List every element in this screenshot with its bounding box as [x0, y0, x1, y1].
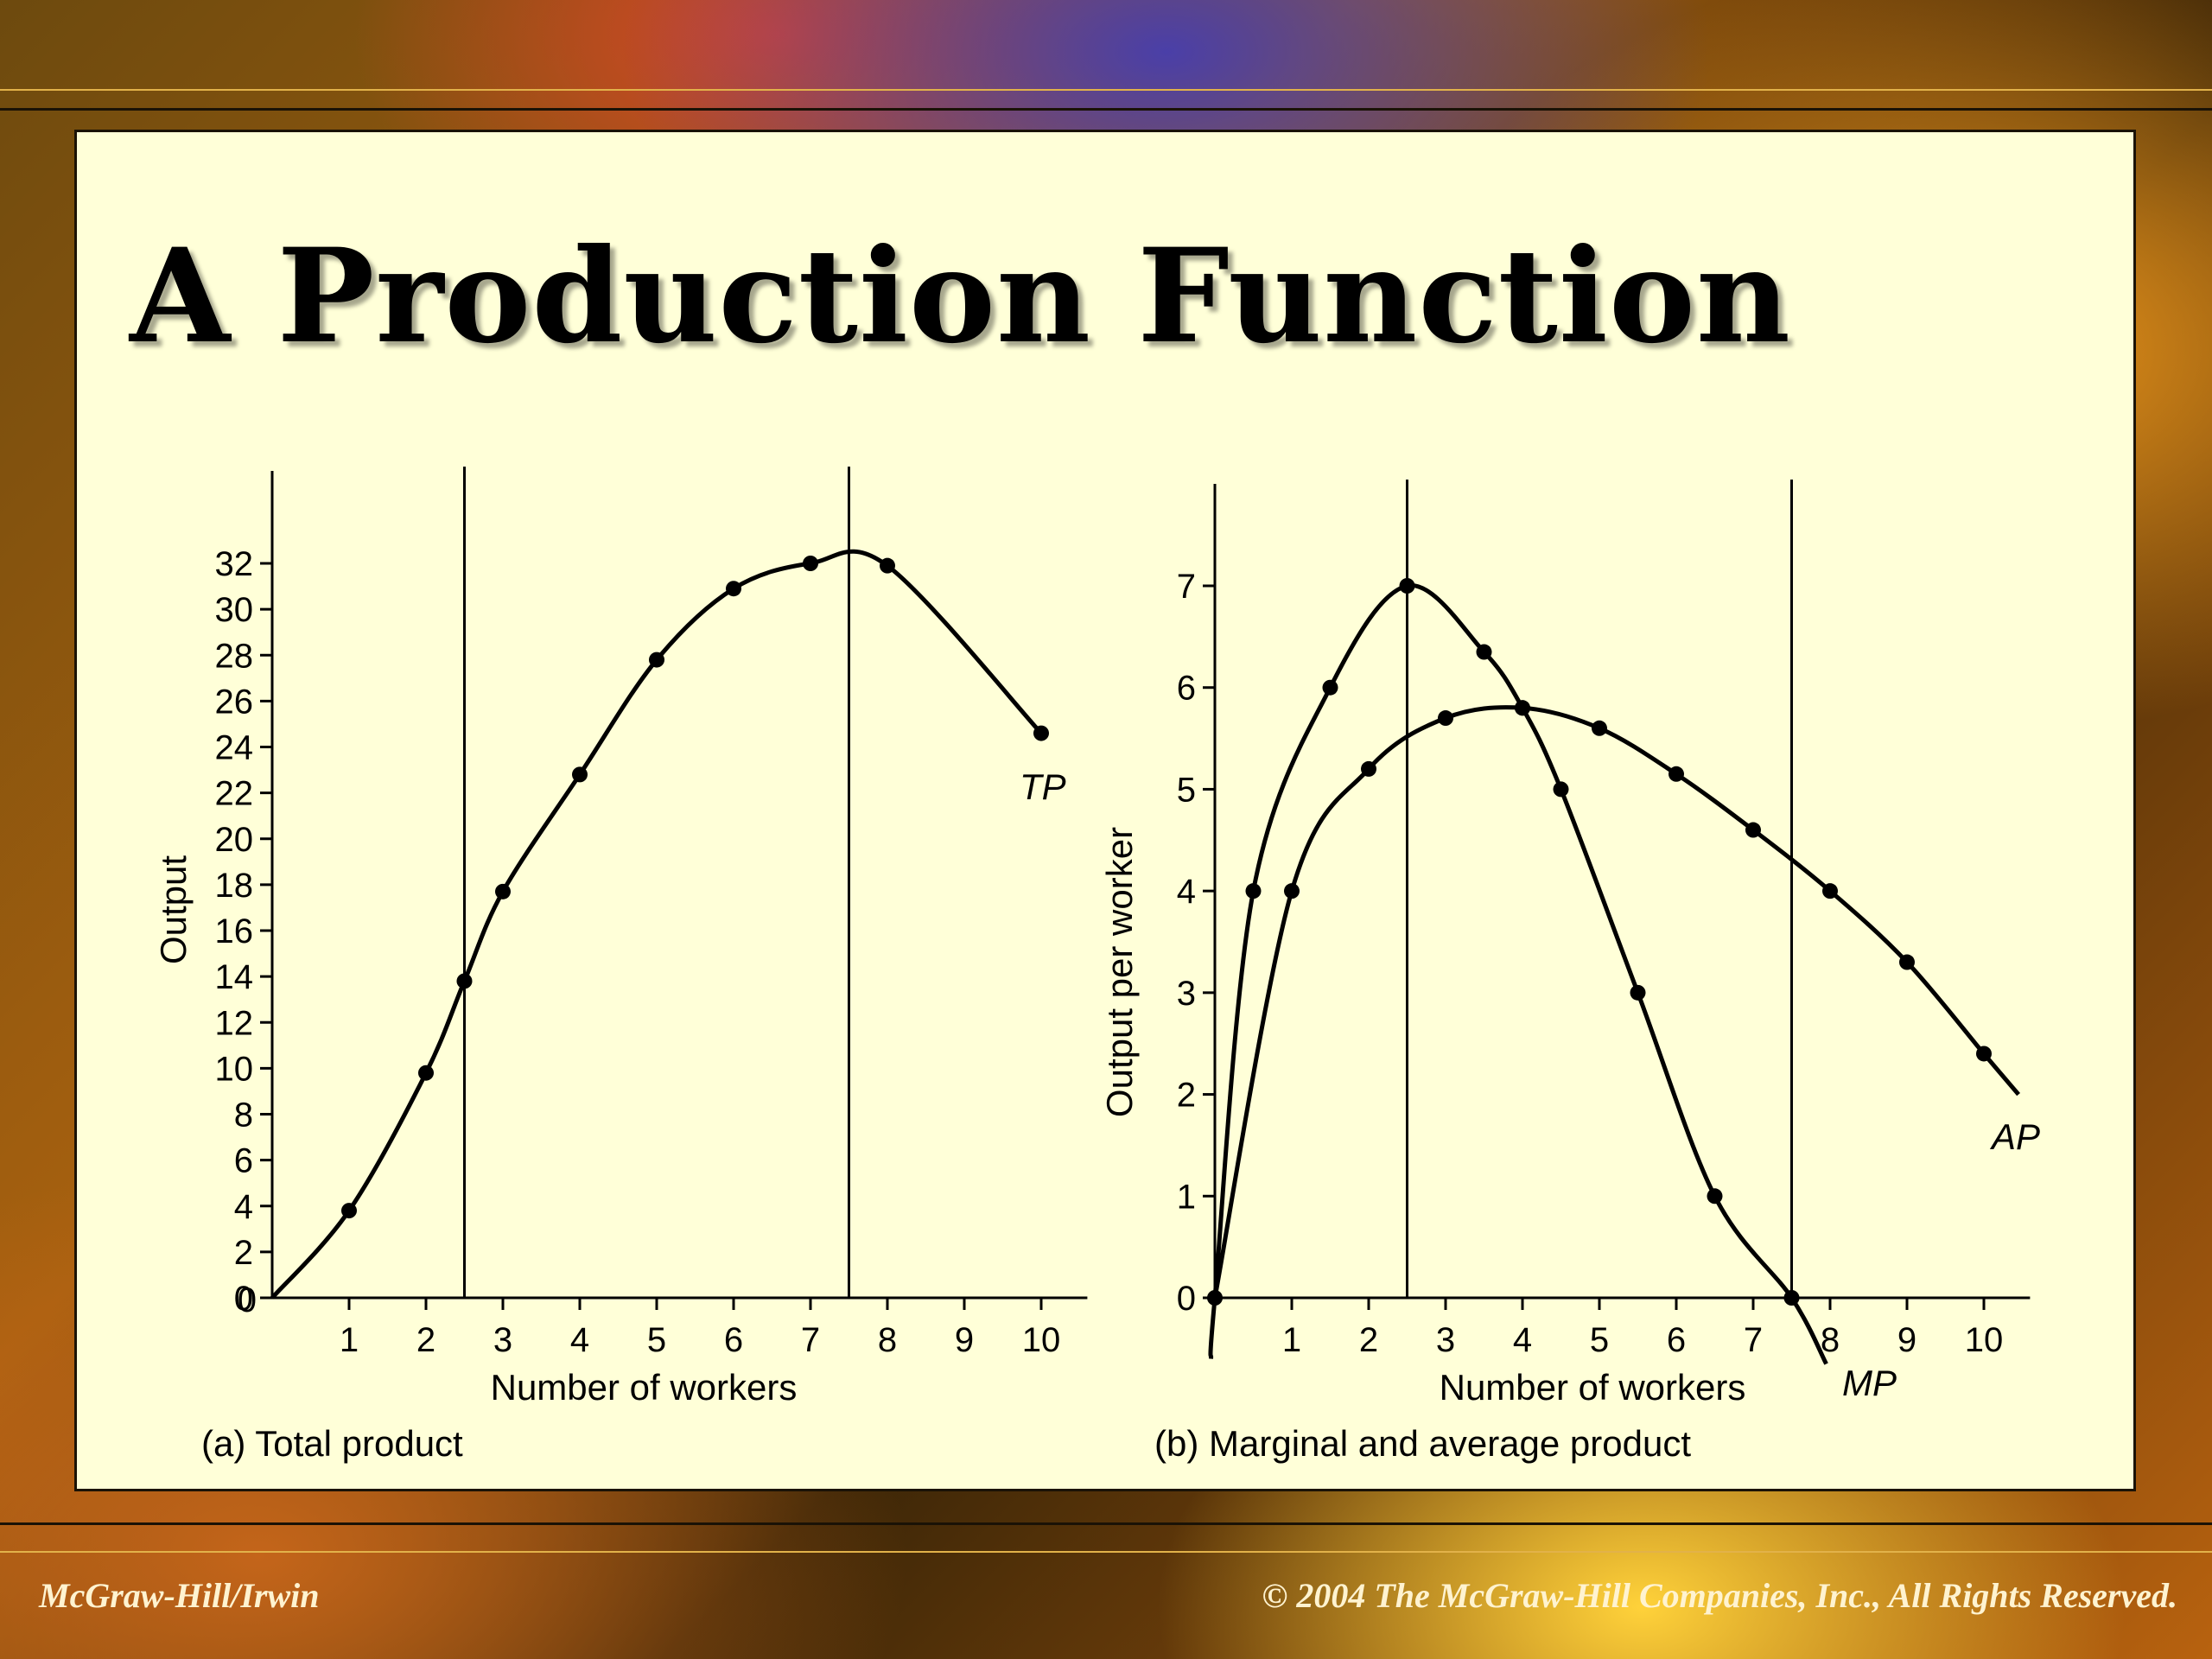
x-tick-label: 1 [340, 1321, 359, 1359]
bottom-gold-rule [0, 1551, 2212, 1553]
series-ap-point [1361, 760, 1376, 777]
series-tp-point [495, 883, 511, 899]
footer-publisher: McGraw-Hill/Irwin [39, 1576, 320, 1615]
chart-marginal-average-product: 1 2 3 4 5 6 7 8 9 10 0 1 2 3 4 5 6 7 MP AP Number of workers… [1099, 480, 2040, 1464]
series-label-mp: MP [1842, 1363, 1897, 1403]
y-tick-label: 4 [234, 1188, 253, 1226]
footer-copyright: © 2004 The McGraw-Hill Companies, Inc., … [1262, 1576, 2177, 1615]
y-tick-label: 7 [1177, 568, 1196, 606]
y-tick-label: 24 [215, 729, 254, 767]
x-tick-label: 2 [1359, 1321, 1378, 1359]
series-tp-point [726, 581, 741, 597]
series-ap-point [1592, 720, 1607, 736]
series-tp-point [341, 1203, 357, 1219]
x-tick-label: 6 [724, 1321, 743, 1359]
y-tick-label: 0 [1177, 1280, 1196, 1318]
chart-total-product: 1 2 3 4 5 6 7 8 9 1000246810121416182022242628303… [153, 467, 1088, 1464]
chart-caption: (b) Marginal and average product [1154, 1423, 1691, 1464]
x-tick-label: 10 [1965, 1321, 2004, 1359]
y-tick-label: 6 [1177, 670, 1196, 708]
x-tick-label: 3 [493, 1321, 512, 1359]
y-tick-label: 16 [215, 912, 254, 950]
y-tick-label: 22 [215, 775, 254, 813]
x-tick-label: 3 [1436, 1321, 1455, 1359]
x-tick-label: 6 [1667, 1321, 1686, 1359]
x-tick-label: 9 [955, 1321, 974, 1359]
y-tick-label: 12 [215, 1004, 254, 1042]
top-rule [0, 108, 2212, 111]
y-tick-label: 28 [215, 637, 254, 675]
y-tick-label: 14 [215, 958, 254, 996]
series-label-ap: AP [1989, 1116, 2040, 1157]
series-tp-point [803, 556, 818, 571]
y-tick-label: 20 [215, 821, 254, 859]
x-tick-label: 4 [570, 1321, 589, 1359]
series-ap-point [1745, 822, 1761, 838]
x-tick-label: 7 [1744, 1321, 1763, 1359]
series-tp-point [649, 652, 664, 668]
y-tick-label: 8 [234, 1096, 253, 1135]
y-tick-label: 6 [234, 1142, 253, 1180]
y-tick-label: 32 [215, 545, 254, 583]
y-tick-label: 10 [215, 1050, 254, 1088]
y-tick-label: 5 [1177, 771, 1196, 809]
x-tick-label: 7 [801, 1321, 820, 1359]
series-tp-point [418, 1065, 434, 1081]
y-axis-label: Output per worker [1099, 827, 1140, 1117]
x-axis-label: Number of workers [491, 1367, 798, 1408]
x-tick-label: 8 [1821, 1321, 1840, 1359]
y-tick-label: 4 [1177, 873, 1196, 911]
x-tick-label: 2 [416, 1321, 435, 1359]
series-ap-point [1976, 1046, 1992, 1062]
series-tp-point [572, 766, 588, 783]
bottom-rule [0, 1522, 2212, 1525]
y-tick-label: 26 [215, 683, 254, 721]
y-axis-label: Output [153, 855, 194, 964]
series-tp-point [456, 973, 473, 989]
y-tick-label: 30 [215, 591, 254, 629]
y-tick-label: 2 [1177, 1077, 1196, 1115]
series-ap-point [1284, 883, 1300, 899]
series-tp-point [880, 557, 895, 574]
series-mp-point [1553, 781, 1569, 798]
x-tick-label: 1 [1282, 1321, 1301, 1359]
series-tp-point [1033, 725, 1049, 741]
series-mp-point [1322, 679, 1338, 696]
x-axis-label: Number of workers [1440, 1367, 1746, 1408]
series-ap-line [1212, 705, 2021, 1299]
top-gold-rule [0, 89, 2212, 91]
x-tick-label: 8 [878, 1321, 897, 1359]
series-label-tp: TP [1020, 766, 1066, 807]
x-tick-label: 5 [647, 1321, 666, 1359]
series-ap-point [1899, 954, 1915, 970]
series-mp-point [1476, 644, 1492, 660]
slide-title: A Production Function [130, 220, 1792, 372]
series-mp-point [1245, 883, 1262, 899]
series-mp-point [1783, 1290, 1800, 1306]
x-tick-label: 10 [1022, 1321, 1061, 1359]
y-tick-label: 18 [215, 867, 254, 905]
series-ap-point [1438, 710, 1453, 727]
series-mp-point [1399, 578, 1415, 594]
series-ap-point [1515, 700, 1530, 716]
series-mp-point [1630, 984, 1646, 1001]
series-ap-point [1669, 766, 1684, 782]
y-tick-label: 1 [1177, 1178, 1196, 1216]
series-ap-point [1822, 883, 1838, 899]
y-tick-label: 0 [234, 1280, 253, 1318]
x-origin-label: 0 [238, 1281, 257, 1319]
x-tick-label: 5 [1590, 1321, 1609, 1359]
chart-caption: (a) Total product [201, 1423, 463, 1464]
y-tick-label: 3 [1177, 975, 1196, 1013]
x-tick-label: 9 [1897, 1321, 1916, 1359]
x-tick-label: 4 [1513, 1321, 1532, 1359]
series-mp-point [1707, 1188, 1723, 1205]
y-tick-label: 2 [234, 1234, 253, 1272]
